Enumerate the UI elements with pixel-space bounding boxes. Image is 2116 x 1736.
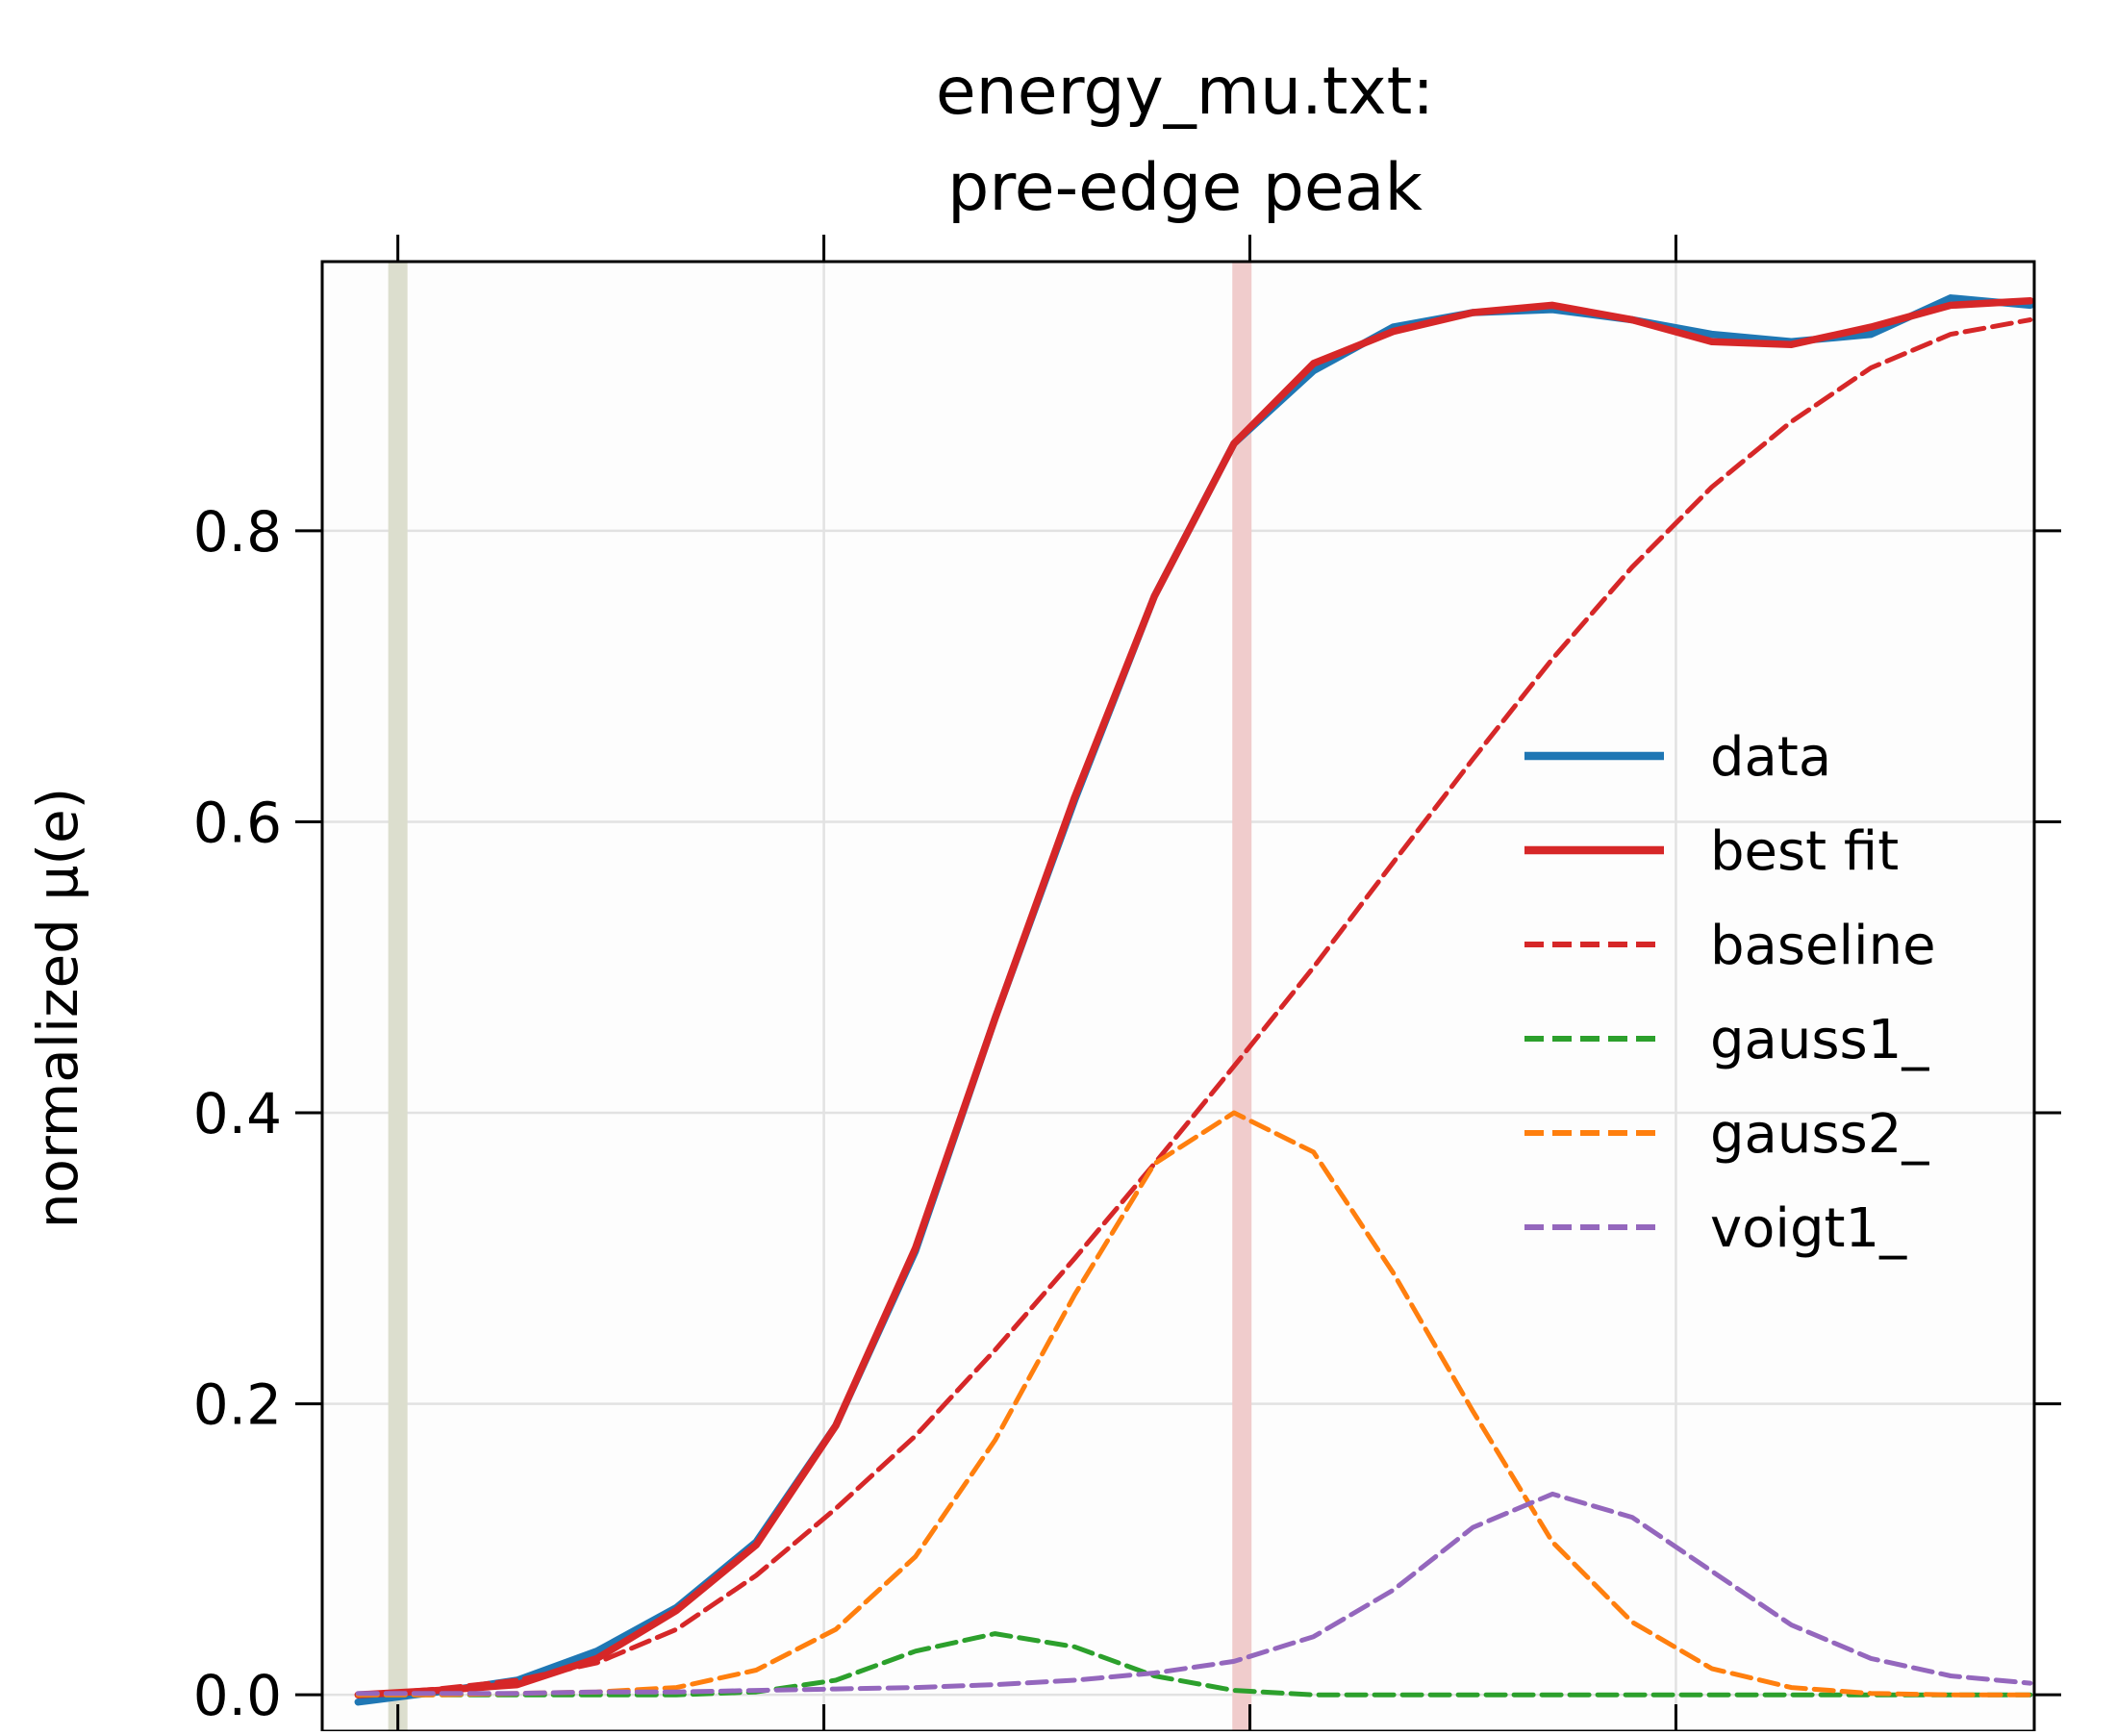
y-axis-label: normalized μ(e)	[25, 788, 90, 1229]
marker-band-1	[1232, 262, 1252, 1731]
plot-area: 0.0 0.2 0.4 0.6 0.8 data best fit baseline gauss…	[193, 235, 2061, 1733]
series-line-best-fit	[354, 297, 2034, 1698]
series-line-voigt1	[355, 1491, 2033, 1697]
marker-band-0	[388, 262, 408, 1731]
chart-title-line-1: energy_mu.txt:	[936, 54, 1434, 130]
plot-background	[322, 262, 2034, 1731]
y-tick-label-3: 0.6	[193, 790, 282, 855]
legend-label-baseline: baseline	[1710, 915, 1936, 977]
y-tick-label-1: 0.2	[193, 1372, 282, 1438]
legend-label-voigt1: voigt1_	[1710, 1197, 1907, 1260]
y-tick-label-4: 0.8	[193, 499, 282, 565]
y-tick-label-0: 0.0	[193, 1663, 282, 1728]
legend: data best fit baseline gauss1_ gauss2_ voigt1…	[1524, 726, 1936, 1260]
legend-label-data: data	[1710, 726, 1831, 789]
legend-label-gauss2: gauss2_	[1710, 1103, 1929, 1166]
series-line-baseline	[355, 317, 2033, 1698]
y-tick-label-2: 0.4	[193, 1081, 282, 1146]
chart-title-line-2: pre-edge peak	[947, 150, 1423, 226]
legend-label-gauss1: gauss1_	[1710, 1009, 1929, 1071]
series-line-gauss1	[355, 1631, 2033, 1698]
legend-label-best-fit: best fit	[1710, 820, 1899, 883]
